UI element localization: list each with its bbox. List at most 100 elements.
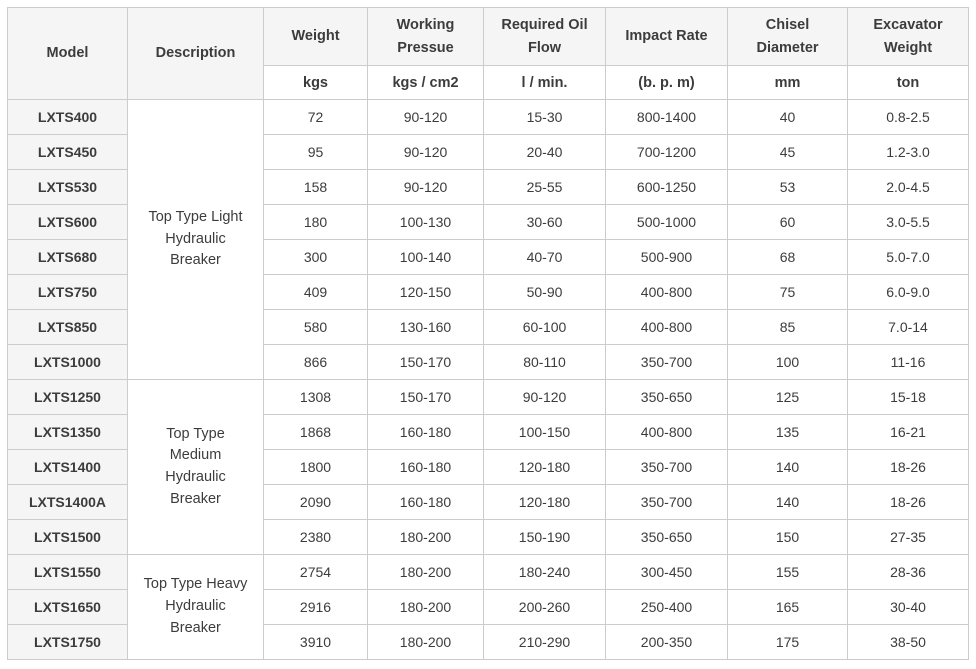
working-pressure-cell: 150-170 [367, 344, 484, 380]
unit-chisel-diameter: mm [727, 65, 848, 100]
model-cell: LXTS1500 [7, 519, 128, 555]
weight-cell: 2380 [263, 519, 368, 555]
weight-cell: 72 [263, 99, 368, 135]
excavator-weight-cell: 38-50 [847, 624, 969, 660]
col-header-oil-flow: Required Oil Flow [483, 7, 606, 66]
chisel-diameter-cell: 165 [727, 589, 848, 625]
oil-flow-cell: 210-290 [483, 624, 606, 660]
chisel-diameter-cell: 135 [727, 414, 848, 450]
oil-flow-cell: 120-180 [483, 484, 606, 520]
table-header: Model Description Weight Working Pressue… [7, 7, 969, 100]
chisel-diameter-cell: 68 [727, 239, 848, 275]
weight-cell: 866 [263, 344, 368, 380]
impact-rate-cell: 350-700 [605, 449, 728, 485]
working-pressure-cell: 180-200 [367, 554, 484, 590]
working-pressure-cell: 150-170 [367, 379, 484, 415]
oil-flow-cell: 80-110 [483, 344, 606, 380]
chisel-diameter-cell: 155 [727, 554, 848, 590]
working-pressure-cell: 160-180 [367, 449, 484, 485]
col-header-weight: Weight [263, 7, 368, 66]
model-cell: LXTS530 [7, 169, 128, 205]
working-pressure-cell: 180-200 [367, 589, 484, 625]
excavator-weight-cell: 16-21 [847, 414, 969, 450]
table-row: LXTS1000 866 150-170 80-110 350-700 100 11-16 [7, 344, 969, 380]
working-pressure-cell: 160-180 [367, 484, 484, 520]
header-row-units: kgs kgs / cm2 l / min. (b. p. m) mm ton [8, 65, 969, 100]
impact-rate-cell: 400-800 [605, 274, 728, 310]
impact-rate-cell: 200-350 [605, 624, 728, 660]
weight-cell: 2754 [263, 554, 368, 590]
chisel-diameter-cell: 53 [727, 169, 848, 205]
header-row-labels: Model Description Weight Working Pressue… [7, 7, 969, 100]
excavator-weight-cell: 18-26 [847, 484, 969, 520]
chisel-diameter-cell: 45 [727, 134, 848, 170]
chisel-diameter-cell: 100 [727, 344, 848, 380]
weight-cell: 95 [263, 134, 368, 170]
description-cell: Top Type Medium Hydraulic Breaker [127, 379, 264, 555]
model-cell: LXTS1400 [7, 449, 128, 485]
impact-rate-cell: 500-1000 [605, 204, 728, 240]
unit-impact-rate: (b. p. m) [605, 65, 728, 100]
excavator-weight-cell: 28-36 [847, 554, 969, 590]
excavator-weight-cell: 6.0-9.0 [847, 274, 969, 310]
col-header-working-pressure: Working Pressue [367, 7, 484, 66]
working-pressure-cell: 180-200 [367, 519, 484, 555]
chisel-diameter-cell: 140 [727, 484, 848, 520]
excavator-weight-cell: 3.0-5.5 [847, 204, 969, 240]
chisel-diameter-cell: 125 [727, 379, 848, 415]
model-cell: LXTS1350 [7, 414, 128, 450]
chisel-diameter-cell: 85 [727, 309, 848, 345]
model-cell: LXTS1750 [7, 624, 128, 660]
table-row: LXTS1500 2380 180-200 150-190 350-650 150 27-3… [7, 519, 969, 555]
excavator-weight-cell: 2.0-4.5 [847, 169, 969, 205]
model-cell: LXTS400 [7, 99, 128, 135]
impact-rate-cell: 700-1200 [605, 134, 728, 170]
impact-rate-cell: 400-800 [605, 309, 728, 345]
oil-flow-cell: 200-260 [483, 589, 606, 625]
unit-weight: kgs [263, 65, 368, 100]
table-row: LXTS1750 3910 180-200 210-290 200-350 175 38-5… [7, 624, 969, 660]
table-row: LXTS1350 1868 160-180 100-150 400-800 135 16-2… [7, 414, 969, 450]
table-row: LXTS450 95 90-120 20-40 700-1200 45 1.2-3.0 [7, 134, 969, 170]
working-pressure-cell: 120-150 [367, 274, 484, 310]
excavator-weight-cell: 0.8-2.5 [847, 99, 969, 135]
table-row: LXTS1250 Top Type Medium Hydraulic Breake… [7, 379, 969, 555]
working-pressure-cell: 100-130 [367, 204, 484, 240]
working-pressure-cell: 90-120 [367, 134, 484, 170]
oil-flow-cell: 15-30 [483, 99, 606, 135]
model-cell: LXTS600 [7, 204, 128, 240]
impact-rate-cell: 800-1400 [605, 99, 728, 135]
oil-flow-cell: 180-240 [483, 554, 606, 590]
impact-rate-cell: 500-900 [605, 239, 728, 275]
impact-rate-cell: 250-400 [605, 589, 728, 625]
excavator-weight-cell: 7.0-14 [847, 309, 969, 345]
weight-cell: 180 [263, 204, 368, 240]
chisel-diameter-cell: 40 [727, 99, 848, 135]
model-cell: LXTS1000 [7, 344, 128, 380]
impact-rate-cell: 350-650 [605, 519, 728, 555]
model-cell: LXTS450 [7, 134, 128, 170]
table-row: LXTS530 158 90-120 25-55 600-1250 53 2.0-4.5 [7, 169, 969, 205]
unit-oil-flow: l / min. [483, 65, 606, 100]
model-cell: LXTS1550 [7, 554, 128, 590]
weight-cell: 409 [263, 274, 368, 310]
oil-flow-cell: 60-100 [483, 309, 606, 345]
col-header-chisel-diameter: Chisel Diameter [727, 7, 848, 66]
table-row: LXTS600 180 100-130 30-60 500-1000 60 3.0-5.5 [7, 204, 969, 240]
model-cell: LXTS1650 [7, 589, 128, 625]
table-row: LXTS400 Top Type Light Hydraulic Breaker 7… [7, 99, 969, 380]
weight-cell: 1800 [263, 449, 368, 485]
excavator-weight-cell: 27-35 [847, 519, 969, 555]
oil-flow-cell: 20-40 [483, 134, 606, 170]
impact-rate-cell: 350-650 [605, 379, 728, 415]
weight-cell: 1868 [263, 414, 368, 450]
chisel-diameter-cell: 75 [727, 274, 848, 310]
model-cell: LXTS1250 [7, 379, 128, 415]
col-header-description: Description [127, 7, 264, 100]
unit-working-pressure: kgs / cm2 [367, 65, 484, 100]
table-body: LXTS400 Top Type Light Hydraulic Breaker 7… [7, 99, 969, 660]
col-header-model: Model [7, 7, 128, 100]
weight-cell: 2090 [263, 484, 368, 520]
working-pressure-cell: 90-120 [367, 169, 484, 205]
